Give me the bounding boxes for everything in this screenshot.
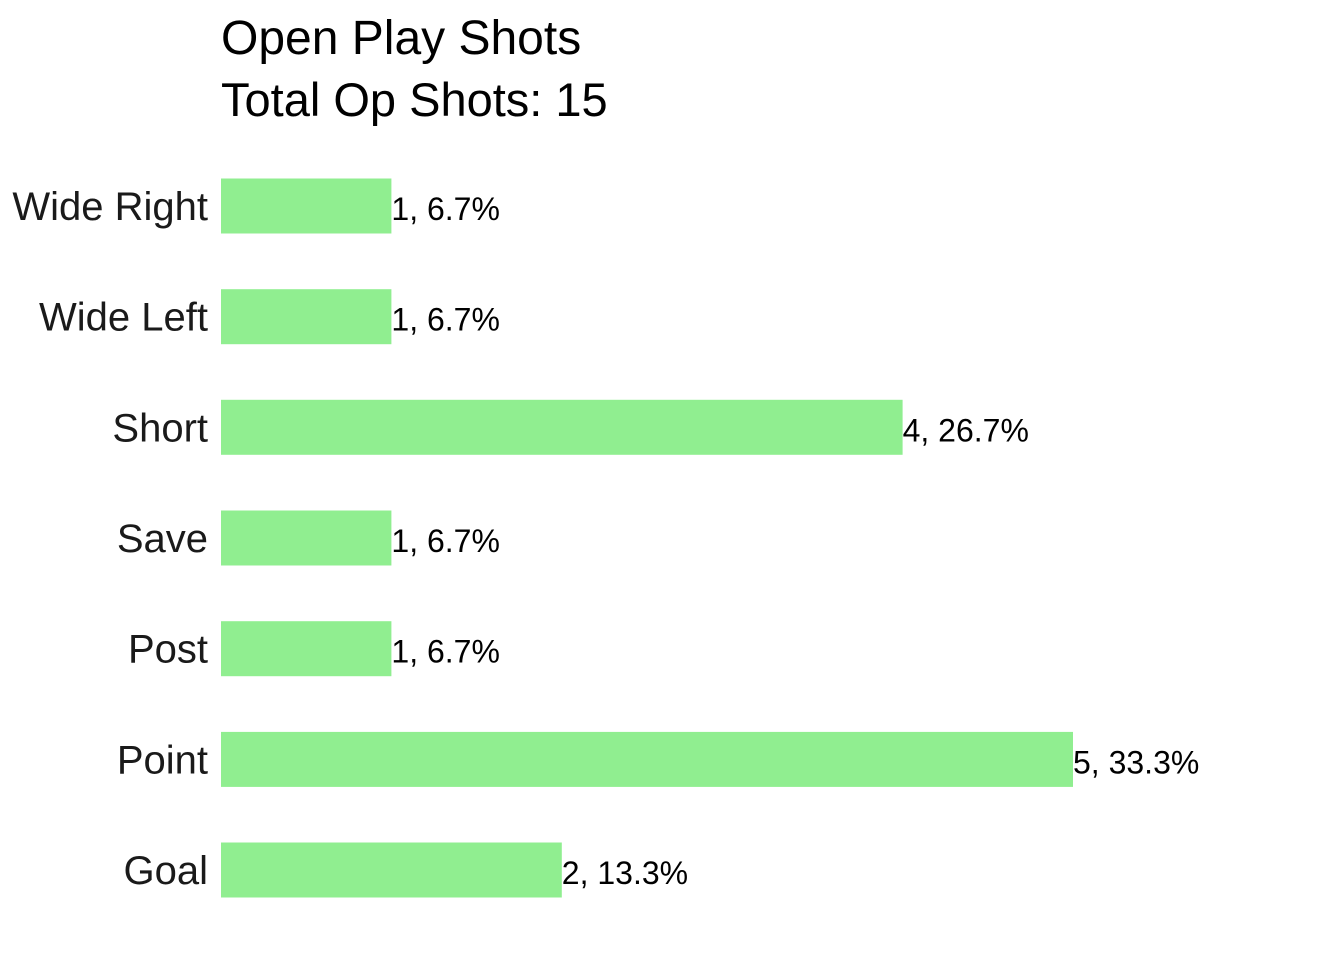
data-label-wide-left: 1, 6.7% <box>391 302 500 338</box>
data-label-short: 4, 26.7% <box>903 412 1029 448</box>
category-label-goal: Goal <box>124 849 209 893</box>
category-label-save: Save <box>117 517 208 561</box>
category-label-wide-left: Wide Left <box>39 296 208 340</box>
data-label-goal: 2, 13.3% <box>562 855 688 891</box>
bars-layer: Wide Right 1, 6.7% Wide Left 1, 6.7% Short 4,… <box>12 178 1199 898</box>
category-label-point: Point <box>117 738 208 782</box>
category-label-wide-right: Wide Right <box>12 185 208 229</box>
category-label-post: Post <box>128 628 208 672</box>
data-label-post: 1, 6.7% <box>391 634 500 670</box>
bar-save <box>221 510 392 566</box>
category-label-short: Short <box>112 406 208 450</box>
data-label-wide-right: 1, 6.7% <box>391 191 500 227</box>
bar-wide-left <box>221 289 392 345</box>
data-label-save: 1, 6.7% <box>391 523 500 559</box>
bar-goal <box>221 842 562 898</box>
data-label-point: 5, 33.3% <box>1073 744 1199 780</box>
bar-post <box>221 621 392 677</box>
chart-title: Open Play Shots <box>221 12 581 65</box>
bar-wide-right <box>221 178 392 234</box>
bar-point <box>221 731 1073 787</box>
bar-short <box>221 399 903 455</box>
chart-subtitle: Total Op Shots: 15 <box>221 73 608 126</box>
